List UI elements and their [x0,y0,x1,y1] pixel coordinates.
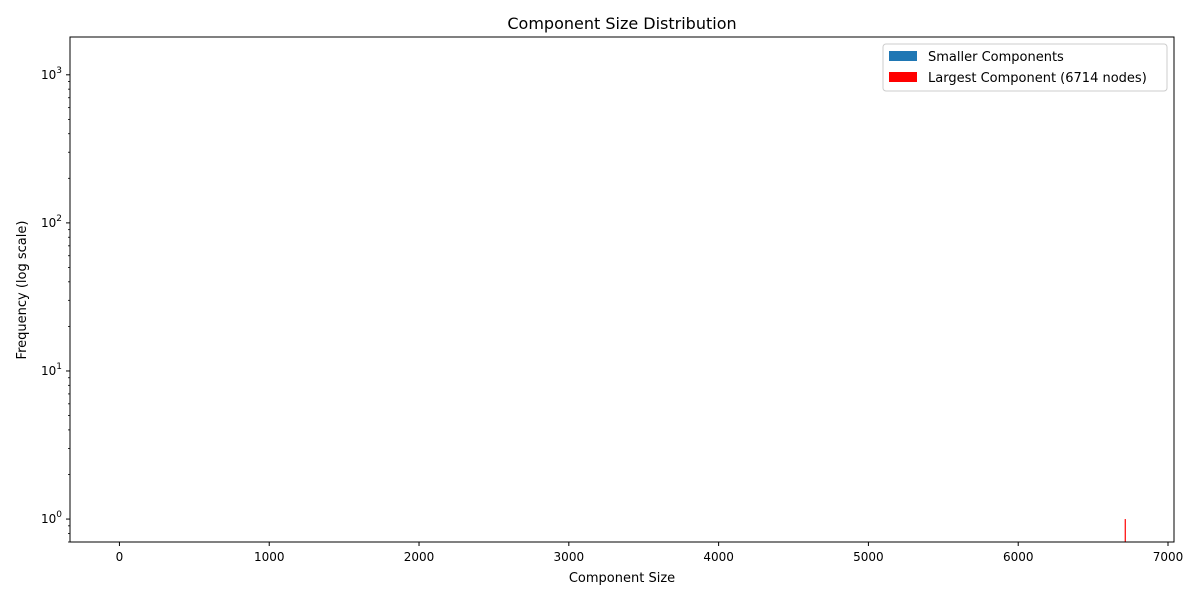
x-tick-label-5: 5000 [853,550,884,564]
plot-area [1124,519,1126,542]
y-axis-label: Frequency (log scale) [15,221,30,360]
legend-swatch-0 [889,51,917,61]
y-tick-label-3: 103 [41,66,62,82]
y-tick-label-1: 101 [41,362,62,378]
x-axis-label: Component Size [569,571,675,586]
y-tick-label-0: 100 [41,510,62,526]
plot-frame [69,36,1175,543]
legend-label-1: Largest Component (6714 nodes) [928,71,1147,86]
x-tick-label-2: 2000 [404,550,435,564]
x-tick-label-4: 4000 [703,550,734,564]
x-tick-label-0: 0 [116,550,124,564]
bar-1-0 [1124,519,1126,542]
legend: Smaller Components Largest Component (671… [882,43,1168,92]
x-tick-label-1: 1000 [254,550,285,564]
legend-swatch-1 [889,72,917,82]
y-tick-label-2: 102 [41,214,62,230]
x-tick-label-7: 7000 [1153,550,1184,564]
legend-label-0: Smaller Components [928,50,1064,65]
y-axis: 100 101 102 103 [41,66,70,543]
x-axis: 0 1000 2000 3000 4000 5000 6000 7000 [116,542,1184,564]
chart-title: Component Size Distribution [507,14,736,33]
x-tick-label-6: 6000 [1003,550,1034,564]
legend-box [882,43,1168,92]
x-tick-label-3: 3000 [554,550,585,564]
